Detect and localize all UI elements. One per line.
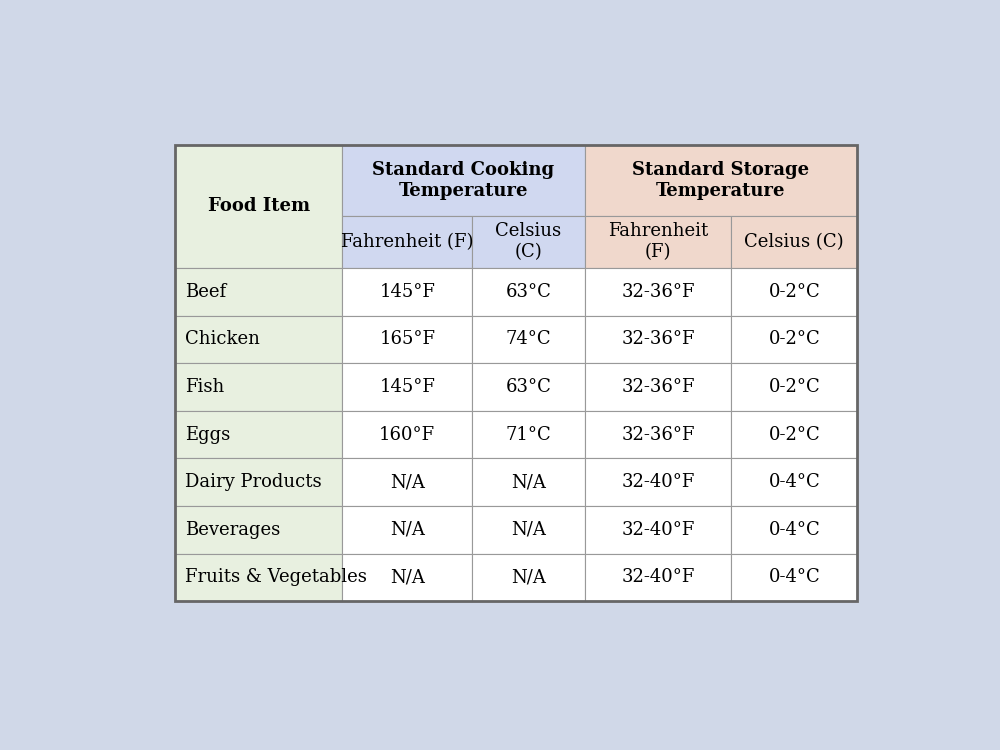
Bar <box>731 411 857 458</box>
Text: Food Item: Food Item <box>208 197 310 215</box>
Text: Fish: Fish <box>185 378 224 396</box>
Bar <box>472 554 585 601</box>
Text: Standard Cooking
Temperature: Standard Cooking Temperature <box>372 160 555 200</box>
Bar <box>175 411 342 458</box>
Bar <box>731 363 857 411</box>
Text: 74°C: 74°C <box>505 331 551 349</box>
Text: Eggs: Eggs <box>185 425 230 443</box>
Bar <box>342 268 472 316</box>
Bar <box>585 268 731 316</box>
Bar <box>585 458 731 506</box>
Bar <box>175 316 342 363</box>
Text: Fruits & Vegetables: Fruits & Vegetables <box>185 568 367 586</box>
Text: 0-2°C: 0-2°C <box>768 378 820 396</box>
Text: Standard Storage
Temperature: Standard Storage Temperature <box>632 160 810 200</box>
Bar <box>175 363 342 411</box>
Bar <box>472 411 585 458</box>
Text: N/A: N/A <box>511 520 546 538</box>
Bar <box>731 506 857 554</box>
Bar <box>585 215 731 268</box>
Bar <box>342 506 472 554</box>
Text: 32-36°F: 32-36°F <box>621 378 695 396</box>
Text: 145°F: 145°F <box>379 283 435 301</box>
Bar <box>731 268 857 316</box>
Text: Celsius (C): Celsius (C) <box>744 232 844 250</box>
Bar <box>585 554 731 601</box>
Text: 71°C: 71°C <box>505 425 551 443</box>
Text: 32-40°F: 32-40°F <box>621 473 695 491</box>
Text: 165°F: 165°F <box>379 331 435 349</box>
Text: N/A: N/A <box>390 520 425 538</box>
Bar <box>342 363 472 411</box>
Text: Fahrenheit
(F): Fahrenheit (F) <box>608 223 708 261</box>
Bar <box>731 316 857 363</box>
Text: 32-36°F: 32-36°F <box>621 283 695 301</box>
Text: 0-2°C: 0-2°C <box>768 425 820 443</box>
Bar <box>342 458 472 506</box>
Bar <box>731 215 857 268</box>
Text: 63°C: 63°C <box>505 378 551 396</box>
Bar <box>175 554 342 601</box>
Text: 32-36°F: 32-36°F <box>621 331 695 349</box>
Text: 160°F: 160°F <box>379 425 435 443</box>
Bar <box>175 145 342 268</box>
Bar <box>342 411 472 458</box>
Bar <box>585 363 731 411</box>
Bar <box>472 363 585 411</box>
Text: N/A: N/A <box>511 568 546 586</box>
Bar <box>585 506 731 554</box>
Text: N/A: N/A <box>390 473 425 491</box>
Text: 32-40°F: 32-40°F <box>621 520 695 538</box>
Bar <box>175 506 342 554</box>
Bar <box>585 145 857 215</box>
Bar <box>731 458 857 506</box>
Bar <box>342 215 472 268</box>
Bar <box>342 554 472 601</box>
Bar <box>585 411 731 458</box>
Bar <box>472 316 585 363</box>
Bar <box>472 268 585 316</box>
Text: Dairy Products: Dairy Products <box>185 473 321 491</box>
Text: 0-4°C: 0-4°C <box>768 568 820 586</box>
Text: Beef: Beef <box>185 283 226 301</box>
Text: 63°C: 63°C <box>505 283 551 301</box>
Text: 32-40°F: 32-40°F <box>621 568 695 586</box>
Text: Chicken: Chicken <box>185 331 260 349</box>
Bar <box>175 458 342 506</box>
Text: N/A: N/A <box>390 568 425 586</box>
Text: 32-36°F: 32-36°F <box>621 425 695 443</box>
Bar <box>472 458 585 506</box>
Bar <box>175 145 857 601</box>
Bar <box>342 145 585 215</box>
Bar <box>342 316 472 363</box>
Bar <box>472 215 585 268</box>
Bar <box>472 506 585 554</box>
Bar <box>175 268 342 316</box>
Text: 0-2°C: 0-2°C <box>768 331 820 349</box>
Bar <box>585 316 731 363</box>
Text: Celsius
(C): Celsius (C) <box>495 223 561 261</box>
Text: 145°F: 145°F <box>379 378 435 396</box>
Bar <box>731 554 857 601</box>
Text: Beverages: Beverages <box>185 520 280 538</box>
Text: 0-2°C: 0-2°C <box>768 283 820 301</box>
Text: N/A: N/A <box>511 473 546 491</box>
Text: 0-4°C: 0-4°C <box>768 473 820 491</box>
Text: Fahrenheit (F): Fahrenheit (F) <box>341 232 474 250</box>
Text: 0-4°C: 0-4°C <box>768 520 820 538</box>
